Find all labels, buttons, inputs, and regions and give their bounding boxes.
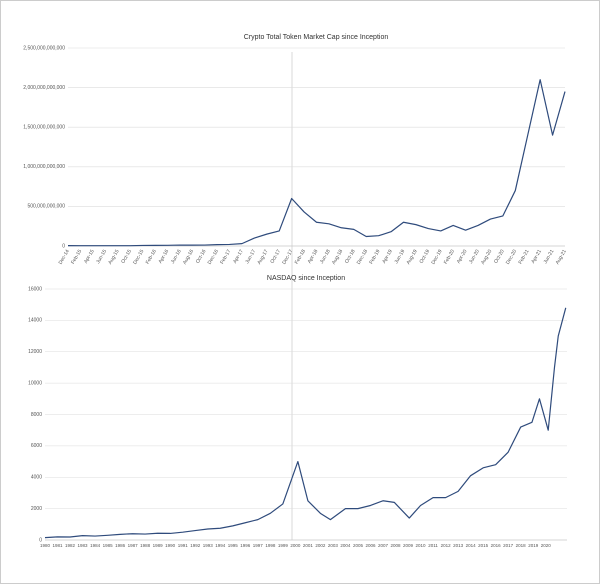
x-tick-label: 1994 [215,543,226,548]
y-tick-label: 1,000,000,000,000 [23,164,65,170]
x-tick-label: 1997 [253,543,264,548]
x-tick-label: 2018 [516,543,527,548]
x-tick-label: 1981 [53,543,64,548]
x-tick-label: 2011 [428,543,438,548]
y-tick-label: 12000 [28,349,42,355]
chart-title: Crypto Total Token Market Cap since Ince… [244,34,389,41]
x-tick-label: 2010 [416,543,427,548]
y-tick-label: 0 [39,537,42,543]
x-tick-label: 2009 [403,543,414,548]
x-tick-label: 1993 [203,543,214,548]
x-tick-label: 1996 [240,543,251,548]
x-tick-label: 2001 [303,543,314,548]
x-tick-label: 1983 [78,543,89,548]
x-tick-label: 2016 [491,543,502,548]
x-tick-label: 1992 [190,543,201,548]
x-tick-label: 1980 [40,543,51,548]
x-tick-label: 2006 [365,543,376,548]
x-tick-label: 1987 [128,543,139,548]
x-tick-label: 2004 [340,543,351,548]
y-tick-label: 500,000,000,000 [27,204,65,210]
x-tick-label: 2015 [478,543,489,548]
x-tick-label: 1995 [228,543,239,548]
x-tick-label: 2020 [541,543,552,548]
x-tick-label: 2003 [328,543,339,548]
x-tick-label: 2012 [441,543,452,548]
y-tick-label: 2000 [31,506,42,512]
data-line [67,79,566,247]
x-tick-label: 2014 [466,543,477,548]
y-tick-label: 2,000,000,000,000 [23,85,65,91]
x-tick-label: 2017 [503,543,514,548]
x-tick-label: 2008 [390,543,401,548]
x-tick-label: 2002 [315,543,326,548]
x-tick-label: 1982 [65,543,76,548]
x-tick-label: 2005 [353,543,364,548]
x-tick-label: 1985 [103,543,114,548]
x-tick-label: 1991 [178,543,189,548]
y-tick-label: 6000 [31,443,42,449]
y-tick-label: 0 [62,243,65,249]
x-tick-label: 1989 [153,543,164,548]
x-tick-label: 2019 [528,543,539,548]
x-tick-label: 2013 [453,543,464,548]
y-tick-label: 2,500,000,000,000 [23,45,65,51]
y-tick-label: 1,500,000,000,000 [23,125,65,131]
x-tick-label: 1988 [140,543,151,548]
x-tick-label: 1986 [115,543,126,548]
x-tick-label: 1990 [165,543,176,548]
y-tick-label: 4000 [31,475,42,481]
y-tick-label: 8000 [31,412,42,418]
x-tick-label: 1984 [90,543,101,548]
x-tick-label: 2007 [378,543,389,548]
y-tick-label: 10000 [28,380,42,386]
x-tick-label: 2000 [290,543,301,548]
y-tick-label: 16000 [28,286,42,292]
y-tick-label: 14000 [28,318,42,324]
chart-title: NASDAQ since Inception [267,275,345,282]
x-tick-label: 1999 [278,543,289,548]
x-tick-label: 1998 [265,543,276,548]
data-line [44,307,567,539]
